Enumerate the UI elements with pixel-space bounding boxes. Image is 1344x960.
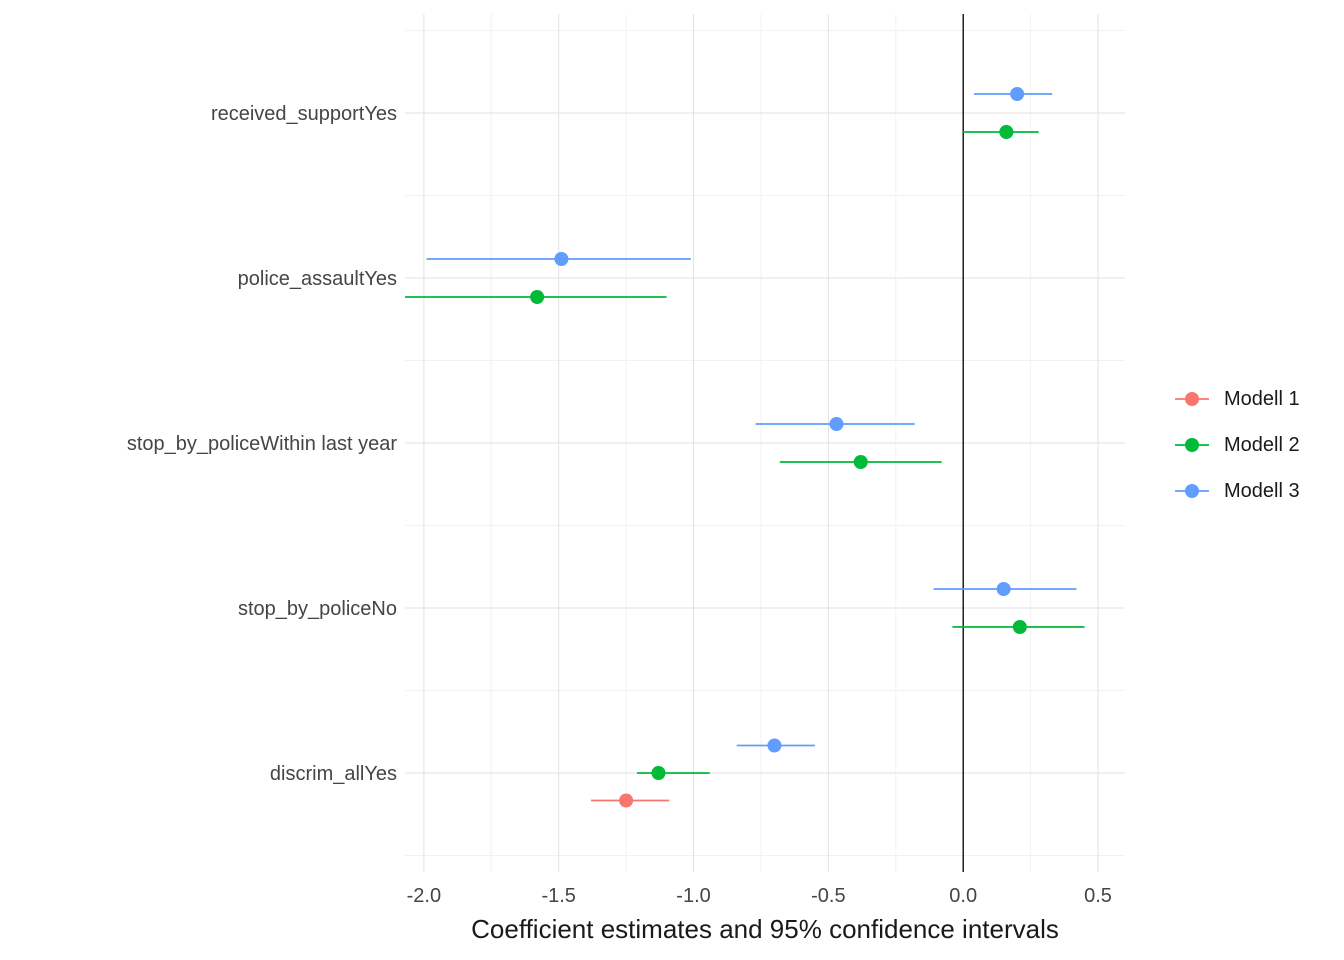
y-axis-label: discrim_allYes bbox=[270, 763, 397, 785]
y-axis-label: stop_by_policeNo bbox=[238, 598, 397, 620]
estimate-point bbox=[530, 290, 545, 304]
x-tick-label: -2.0 bbox=[407, 885, 441, 907]
estimate-point bbox=[999, 125, 1014, 139]
pointrange-key-icon bbox=[1175, 438, 1209, 452]
x-tick-label: -0.5 bbox=[811, 885, 845, 907]
pointrange-key-icon bbox=[1175, 392, 1209, 406]
estimate-point bbox=[996, 582, 1011, 596]
estimate-point bbox=[853, 455, 868, 469]
y-axis-label: police_assaultYes bbox=[238, 268, 397, 290]
legend-label-modell-2: Modell 2 bbox=[1224, 433, 1300, 456]
key-dot bbox=[1185, 392, 1199, 406]
key-dot bbox=[1185, 438, 1199, 452]
estimate-point bbox=[619, 793, 634, 808]
legend-item-modell-3: Modell 3 bbox=[1172, 476, 1300, 506]
y-axis-label: received_supportYes bbox=[211, 103, 397, 125]
x-tick-label: -1.0 bbox=[676, 885, 710, 907]
estimate-point bbox=[767, 738, 782, 753]
x-axis-title: Coefficient estimates and 95% confidence… bbox=[471, 914, 1059, 944]
x-tick-label: 0.5 bbox=[1084, 885, 1112, 907]
estimate-point bbox=[829, 417, 844, 431]
x-tick-label: -1.5 bbox=[541, 885, 575, 907]
estimate-point bbox=[1012, 620, 1027, 634]
x-tick-label: 0.0 bbox=[949, 885, 977, 907]
pointrange-key-icon bbox=[1175, 484, 1209, 498]
estimate-point bbox=[554, 252, 569, 266]
legend-item-modell-1: Modell 1 bbox=[1172, 384, 1300, 414]
key-dot bbox=[1185, 484, 1199, 498]
y-axis-label: stop_by_policeWithin last year bbox=[127, 433, 397, 455]
legend-label-modell-3: Modell 3 bbox=[1224, 479, 1300, 502]
estimate-point bbox=[651, 766, 666, 780]
legend-item-modell-2: Modell 2 bbox=[1172, 430, 1300, 460]
legend: Modell 1 Modell 2 Modell 3 bbox=[1172, 384, 1300, 506]
estimate-point bbox=[1010, 87, 1025, 101]
legend-label-modell-1: Modell 1 bbox=[1224, 387, 1300, 410]
